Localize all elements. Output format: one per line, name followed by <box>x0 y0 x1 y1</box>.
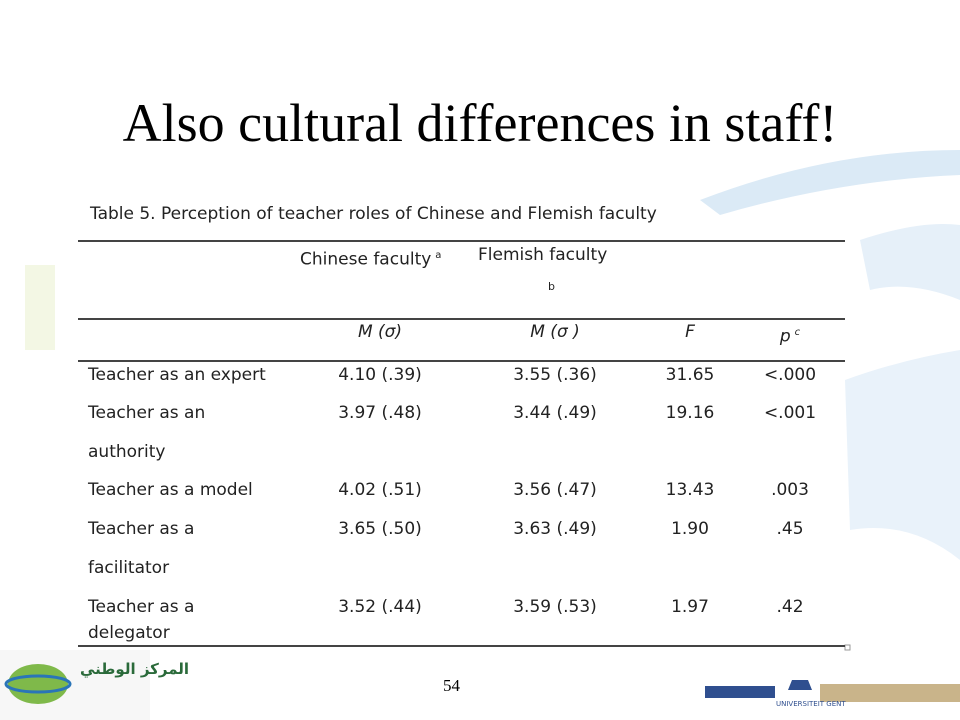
header-text: M (σ ) <box>530 322 580 342</box>
header-text: M (σ) <box>357 322 403 342</box>
table-cell: <.000 <box>763 365 817 385</box>
row-label: facilitator <box>88 558 170 578</box>
table-cell: 3.59 (.53) <box>513 597 597 617</box>
table-cell: 3.56 (.47) <box>513 480 597 500</box>
table-cell: 3.55 (.36) <box>513 365 597 385</box>
table-caption: Table 5. Perception of teacher roles of … <box>90 204 657 224</box>
column-header: F <box>630 313 750 352</box>
table-rule <box>78 645 845 647</box>
header-note: c <box>794 327 801 338</box>
header-note: b <box>548 280 555 293</box>
table-cell: 3.44 (.49) <box>513 403 597 423</box>
header-text: p <box>779 326 791 347</box>
slide-title: Also cultural differences in staff! <box>122 93 838 153</box>
table-cell: 1.97 <box>671 597 709 617</box>
table-cell: 4.02 (.51) <box>338 480 422 500</box>
header-note: a <box>435 250 442 261</box>
table-cell: 19.16 <box>665 403 715 423</box>
table-cell: .45 <box>776 519 804 539</box>
table-cell: 3.97 (.48) <box>338 403 422 423</box>
row-label: authority <box>88 442 166 462</box>
group-header: Flemish faculty <box>478 236 607 275</box>
table-cell: 3.63 (.49) <box>513 519 597 539</box>
table-cell: <.001 <box>763 403 817 423</box>
row-label: Teacher as a <box>88 519 195 539</box>
page-number: 54 <box>443 676 460 695</box>
table-cell: 4.10 (.39) <box>338 365 422 385</box>
row-label: Teacher as a model <box>88 480 253 500</box>
column-header: M (σ ) <box>495 313 615 352</box>
table-cell: .42 <box>776 597 804 617</box>
logo-text: المركز الوطني <box>80 660 190 678</box>
table-cell: 1.90 <box>671 519 709 539</box>
header-text: Flemish faculty <box>478 245 608 265</box>
header-text: F <box>685 322 695 342</box>
table-cell: 3.52 (.44) <box>338 597 422 617</box>
column-header: M (σ) <box>320 313 440 352</box>
logo-text: UNIVERSITEIT GENT <box>776 700 846 708</box>
table-rule <box>78 240 845 242</box>
table-cell: 13.43 <box>665 480 715 500</box>
group-header: Chinese faculty a <box>300 236 441 280</box>
row-label: Teacher as a <box>88 597 195 617</box>
table-rule <box>78 318 845 320</box>
table-cell: 31.65 <box>665 365 715 385</box>
table-cell: 3.65 (.50) <box>338 519 422 539</box>
row-label: Teacher as an <box>88 403 206 423</box>
header-text: Chinese faculty <box>300 249 432 270</box>
table-cell: .003 <box>771 480 809 500</box>
table-rule <box>78 360 845 362</box>
row-label: delegator <box>88 623 170 643</box>
row-label: Teacher as an expert <box>88 365 266 385</box>
